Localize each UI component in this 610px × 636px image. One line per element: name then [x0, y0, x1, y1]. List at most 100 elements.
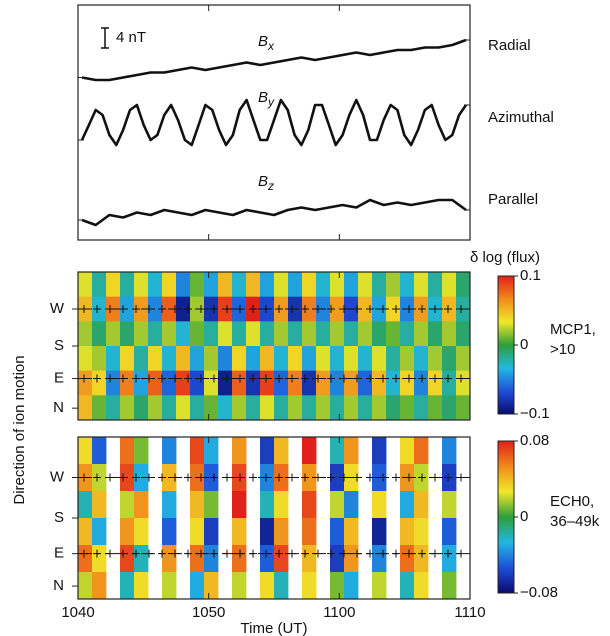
heat-cell: [190, 437, 205, 465]
colorbar-tick-label: 0: [520, 508, 528, 525]
heat-cell: [134, 272, 149, 298]
heat-cell: [372, 518, 387, 546]
heat-cell: [456, 346, 471, 372]
heat-cell: [442, 572, 457, 600]
heat-cell: [442, 395, 457, 421]
subscript: y: [267, 95, 275, 109]
plus-marker: [431, 374, 439, 383]
plus-marker: [249, 473, 257, 482]
plus-marker: [444, 374, 452, 383]
series-label: Radial: [488, 37, 531, 54]
heat-cell: [358, 321, 373, 347]
heat-cell: [456, 321, 471, 347]
heat-cell: [260, 572, 275, 600]
heat-cell: [78, 370, 93, 396]
heat-cell: [134, 346, 149, 372]
plus-marker: [353, 305, 361, 313]
plus-marker: [145, 374, 153, 383]
heat-cell: [232, 437, 247, 465]
x-tick-label: 1040: [61, 604, 94, 621]
heat-cell: [400, 518, 415, 546]
heat-cell: [372, 272, 387, 298]
plus-marker: [314, 374, 322, 383]
heat-cell: [344, 321, 359, 347]
heat-cell: [190, 321, 205, 347]
heat-cell: [134, 321, 149, 347]
heat-cell: [274, 518, 289, 546]
heat-cell: [120, 572, 135, 600]
heat-cell: [330, 518, 345, 546]
heat-cell: [428, 321, 443, 347]
heat-cell: [344, 518, 359, 546]
heat-cell: [428, 370, 443, 396]
heat-cell: [414, 272, 429, 298]
plus-marker: [392, 305, 400, 313]
row-label: E: [54, 370, 64, 387]
heat-cell: [442, 370, 457, 396]
heat-cell: [218, 395, 233, 421]
plus-marker: [106, 473, 114, 482]
heat-cell: [400, 545, 415, 573]
heat-cell: [330, 272, 345, 298]
plus-marker: [379, 305, 387, 313]
heat-cell: [386, 395, 401, 421]
plus-marker: [444, 305, 452, 313]
plus-marker: [132, 549, 140, 558]
plus-marker: [106, 549, 114, 558]
symbol: B: [258, 173, 268, 190]
heat-cell: [92, 545, 107, 573]
plus-marker: [132, 374, 140, 383]
heat-cell: [400, 321, 415, 347]
heat-cell: [134, 395, 149, 421]
waveform: [80, 98, 468, 147]
plus-marker: [314, 305, 322, 313]
plus-marker: [106, 374, 114, 383]
heat-cell: [302, 296, 317, 322]
heat-cell: [316, 395, 331, 421]
heat-cell: [260, 272, 275, 298]
heat-cell: [344, 437, 359, 465]
plus-marker: [379, 374, 387, 383]
heat-cell: [120, 518, 135, 546]
heat-cell: [372, 437, 387, 465]
series-symbol: Bz: [258, 173, 274, 193]
plus-marker: [444, 473, 452, 482]
heat-cell: [218, 346, 233, 372]
heat-cell: [344, 545, 359, 573]
heat-cell: [176, 321, 191, 347]
heat-cell: [288, 272, 303, 298]
heat-cell: [78, 572, 93, 600]
plus-marker: [457, 374, 465, 383]
heat-cell: [330, 370, 345, 396]
heat-cell: [400, 572, 415, 600]
heat-cell: [78, 437, 93, 465]
heat-cell: [120, 545, 135, 573]
heat-cell: [92, 437, 107, 465]
heat-cell: [162, 572, 177, 600]
series-symbol: By: [258, 89, 275, 109]
heat-cell: [414, 321, 429, 347]
heat-cell: [106, 346, 121, 372]
plus-marker: [158, 305, 166, 313]
heat-cell: [358, 272, 373, 298]
heat-cell: [190, 518, 205, 546]
x-axis-label: Time (UT): [241, 620, 308, 636]
heat-cell: [442, 545, 457, 573]
plus-marker: [223, 549, 231, 558]
heat-cell: [400, 370, 415, 396]
heat-cell: [302, 545, 317, 573]
heat-cell: [218, 321, 233, 347]
heat-cell: [190, 395, 205, 421]
heat-cell: [92, 491, 107, 519]
plus-marker: [340, 473, 348, 482]
plus-marker: [80, 305, 88, 313]
plus-marker: [275, 374, 283, 383]
heat-cell: [78, 545, 93, 573]
heat-cell: [162, 346, 177, 372]
panel-frame: [77, 436, 471, 600]
heat-cell: [148, 370, 163, 396]
heat-cell: [414, 518, 429, 546]
plus-marker: [379, 473, 387, 482]
heat-cell: [274, 491, 289, 519]
heat-cell: [162, 395, 177, 421]
